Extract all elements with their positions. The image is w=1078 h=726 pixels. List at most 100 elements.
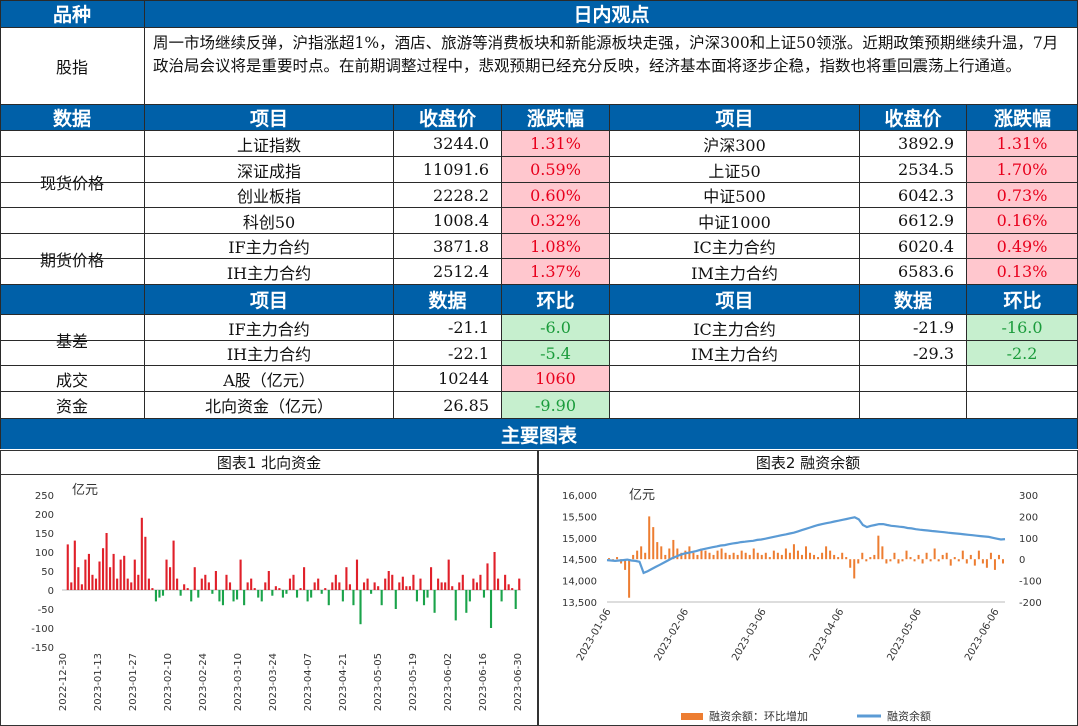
chart-2-bar — [756, 552, 759, 560]
chart-1-bar — [161, 590, 165, 596]
spot-row-1-left-name: 上证指数 — [236, 135, 301, 155]
chart-1-bar — [158, 590, 161, 598]
chart-1-bar — [70, 582, 73, 590]
chart-2-bar — [881, 546, 884, 560]
chart-1-bar — [504, 574, 507, 590]
chart-1-bar — [236, 590, 239, 600]
chart-1-bar — [497, 578, 500, 590]
chart-1-northbound-funds: 250 200 150 100 50 0 -50 -100 -150 亿元 2022-12-30 20… — [31, 483, 524, 711]
chart-2-bar — [724, 552, 727, 560]
spot-price-label: 现货价格 — [39, 174, 104, 193]
basis-row-2-left-qoq: -5.4 — [502, 341, 609, 365]
chart-1-bar — [260, 590, 263, 602]
chart-2-bar — [672, 539, 675, 560]
futures-price-label: 期货价格 — [39, 251, 104, 270]
chart-1-bar — [437, 578, 440, 590]
prices-change-header-right: 涨跌幅 — [967, 105, 1078, 130]
chart-1-bar — [366, 578, 369, 590]
spot-row-2-right-close: 2534.5 — [898, 160, 954, 179]
chart-1-bar — [384, 578, 387, 590]
chart-1-bar — [303, 567, 306, 590]
chart-1-bar — [246, 582, 249, 590]
chart-1-bar — [126, 578, 129, 590]
spot-row-4-right-change: 0.16% — [967, 208, 1077, 233]
chart-2-bar — [792, 544, 795, 560]
chart-1-bar — [168, 567, 172, 590]
chart-2-bar — [869, 557, 872, 560]
chart-1-bar — [348, 584, 351, 590]
chart-2-bar — [716, 550, 719, 560]
chart-1-xtick: 2023-06-02 — [443, 653, 454, 711]
chart-2-margin-balance: 16,000 15,500 15,000 14,500 14,000 13,500 300 2… — [562, 488, 1042, 723]
chart-1-bar — [475, 582, 478, 590]
chart-1-bar — [444, 582, 447, 590]
data-qoq-header-left: 环比 — [502, 285, 609, 314]
prices-item-header-left: 项目 — [145, 105, 393, 130]
chart-1-ytick: 250 — [35, 491, 54, 502]
chart-1-bar — [352, 590, 355, 606]
chart-1-bar — [109, 567, 112, 590]
chart-1-bar — [454, 590, 457, 621]
chart-2-bar — [776, 552, 779, 560]
prices-section-header: 数据 — [0, 105, 144, 130]
chart-2-bar — [632, 554, 635, 560]
chart-1-bar — [373, 582, 376, 590]
chart-2-bar — [977, 550, 980, 560]
chart-2-bar — [961, 550, 964, 560]
chart-2-bar — [909, 557, 912, 560]
chart-2-bar — [921, 559, 924, 564]
chart-2-bar — [748, 554, 751, 560]
chart-1-bar — [433, 590, 436, 613]
chart-1-bar — [190, 590, 193, 602]
header-variety: 品种 — [0, 0, 144, 27]
chart-1-bar — [310, 590, 313, 598]
chart-1-bar — [493, 552, 496, 590]
chart-1-bar — [214, 571, 217, 590]
chart-1-bar — [207, 582, 210, 590]
chart-1-bar — [426, 590, 429, 598]
data-section-header-blank — [0, 285, 144, 314]
chart-2-bar — [648, 516, 651, 560]
futures-row-2-right-close: 6583.6 — [898, 262, 954, 281]
chart-1-bar — [278, 588, 281, 590]
turnover-value: 10244 — [438, 369, 489, 388]
chart-1-bar — [197, 590, 200, 598]
prices-item-header-right: 项目 — [610, 105, 859, 130]
spot-row-2-left-change: 0.59% — [502, 157, 609, 182]
chart-1-xtick: 2023-06-16 — [478, 653, 489, 711]
chart-1-bar — [313, 582, 316, 590]
futures-row-1-left-change: 1.08% — [502, 234, 609, 258]
chart-2-bar — [640, 546, 643, 560]
chart-1-bar — [140, 517, 143, 590]
chart-1-bar — [412, 574, 415, 590]
chart-1-bar — [295, 590, 299, 598]
chart-1-bar — [334, 574, 337, 590]
chart-2-bar — [720, 548, 723, 560]
chart-2-ytick-right: -200 — [1019, 598, 1042, 609]
basis-row-1-right-name: IC主力合约 — [693, 319, 776, 339]
chart-2-bar — [981, 559, 984, 564]
spot-row-4-right-name: 中证1000 — [698, 212, 771, 232]
chart-1-bar — [338, 582, 341, 590]
chart-1-bar — [331, 582, 334, 590]
main-charts-header: 主要图表 — [0, 419, 1078, 449]
chart-2-bar — [937, 559, 940, 562]
chart-2-bar — [740, 550, 743, 560]
spot-row-2-right-change: 1.70% — [967, 157, 1077, 182]
chart-1-bar — [87, 553, 90, 590]
chart-2-bar — [676, 548, 679, 560]
chart-1-bar — [327, 590, 330, 606]
chart-2-ytick-right: -100 — [1019, 577, 1042, 588]
chart-2-bar — [849, 559, 852, 568]
spot-row-3-left-name: 创业板指 — [236, 187, 301, 206]
chart-2-bar — [680, 552, 683, 560]
chart-1-bar — [183, 584, 186, 590]
chart-1-bar — [154, 590, 157, 602]
chart-2-bar — [652, 527, 655, 560]
chart-1-bar — [405, 586, 408, 590]
chart-2-bar — [989, 552, 992, 560]
chart-2-bar — [997, 554, 1000, 560]
chart-2-bar — [772, 550, 775, 560]
chart-2-bar — [945, 552, 948, 560]
chart-2-bar — [913, 559, 916, 562]
